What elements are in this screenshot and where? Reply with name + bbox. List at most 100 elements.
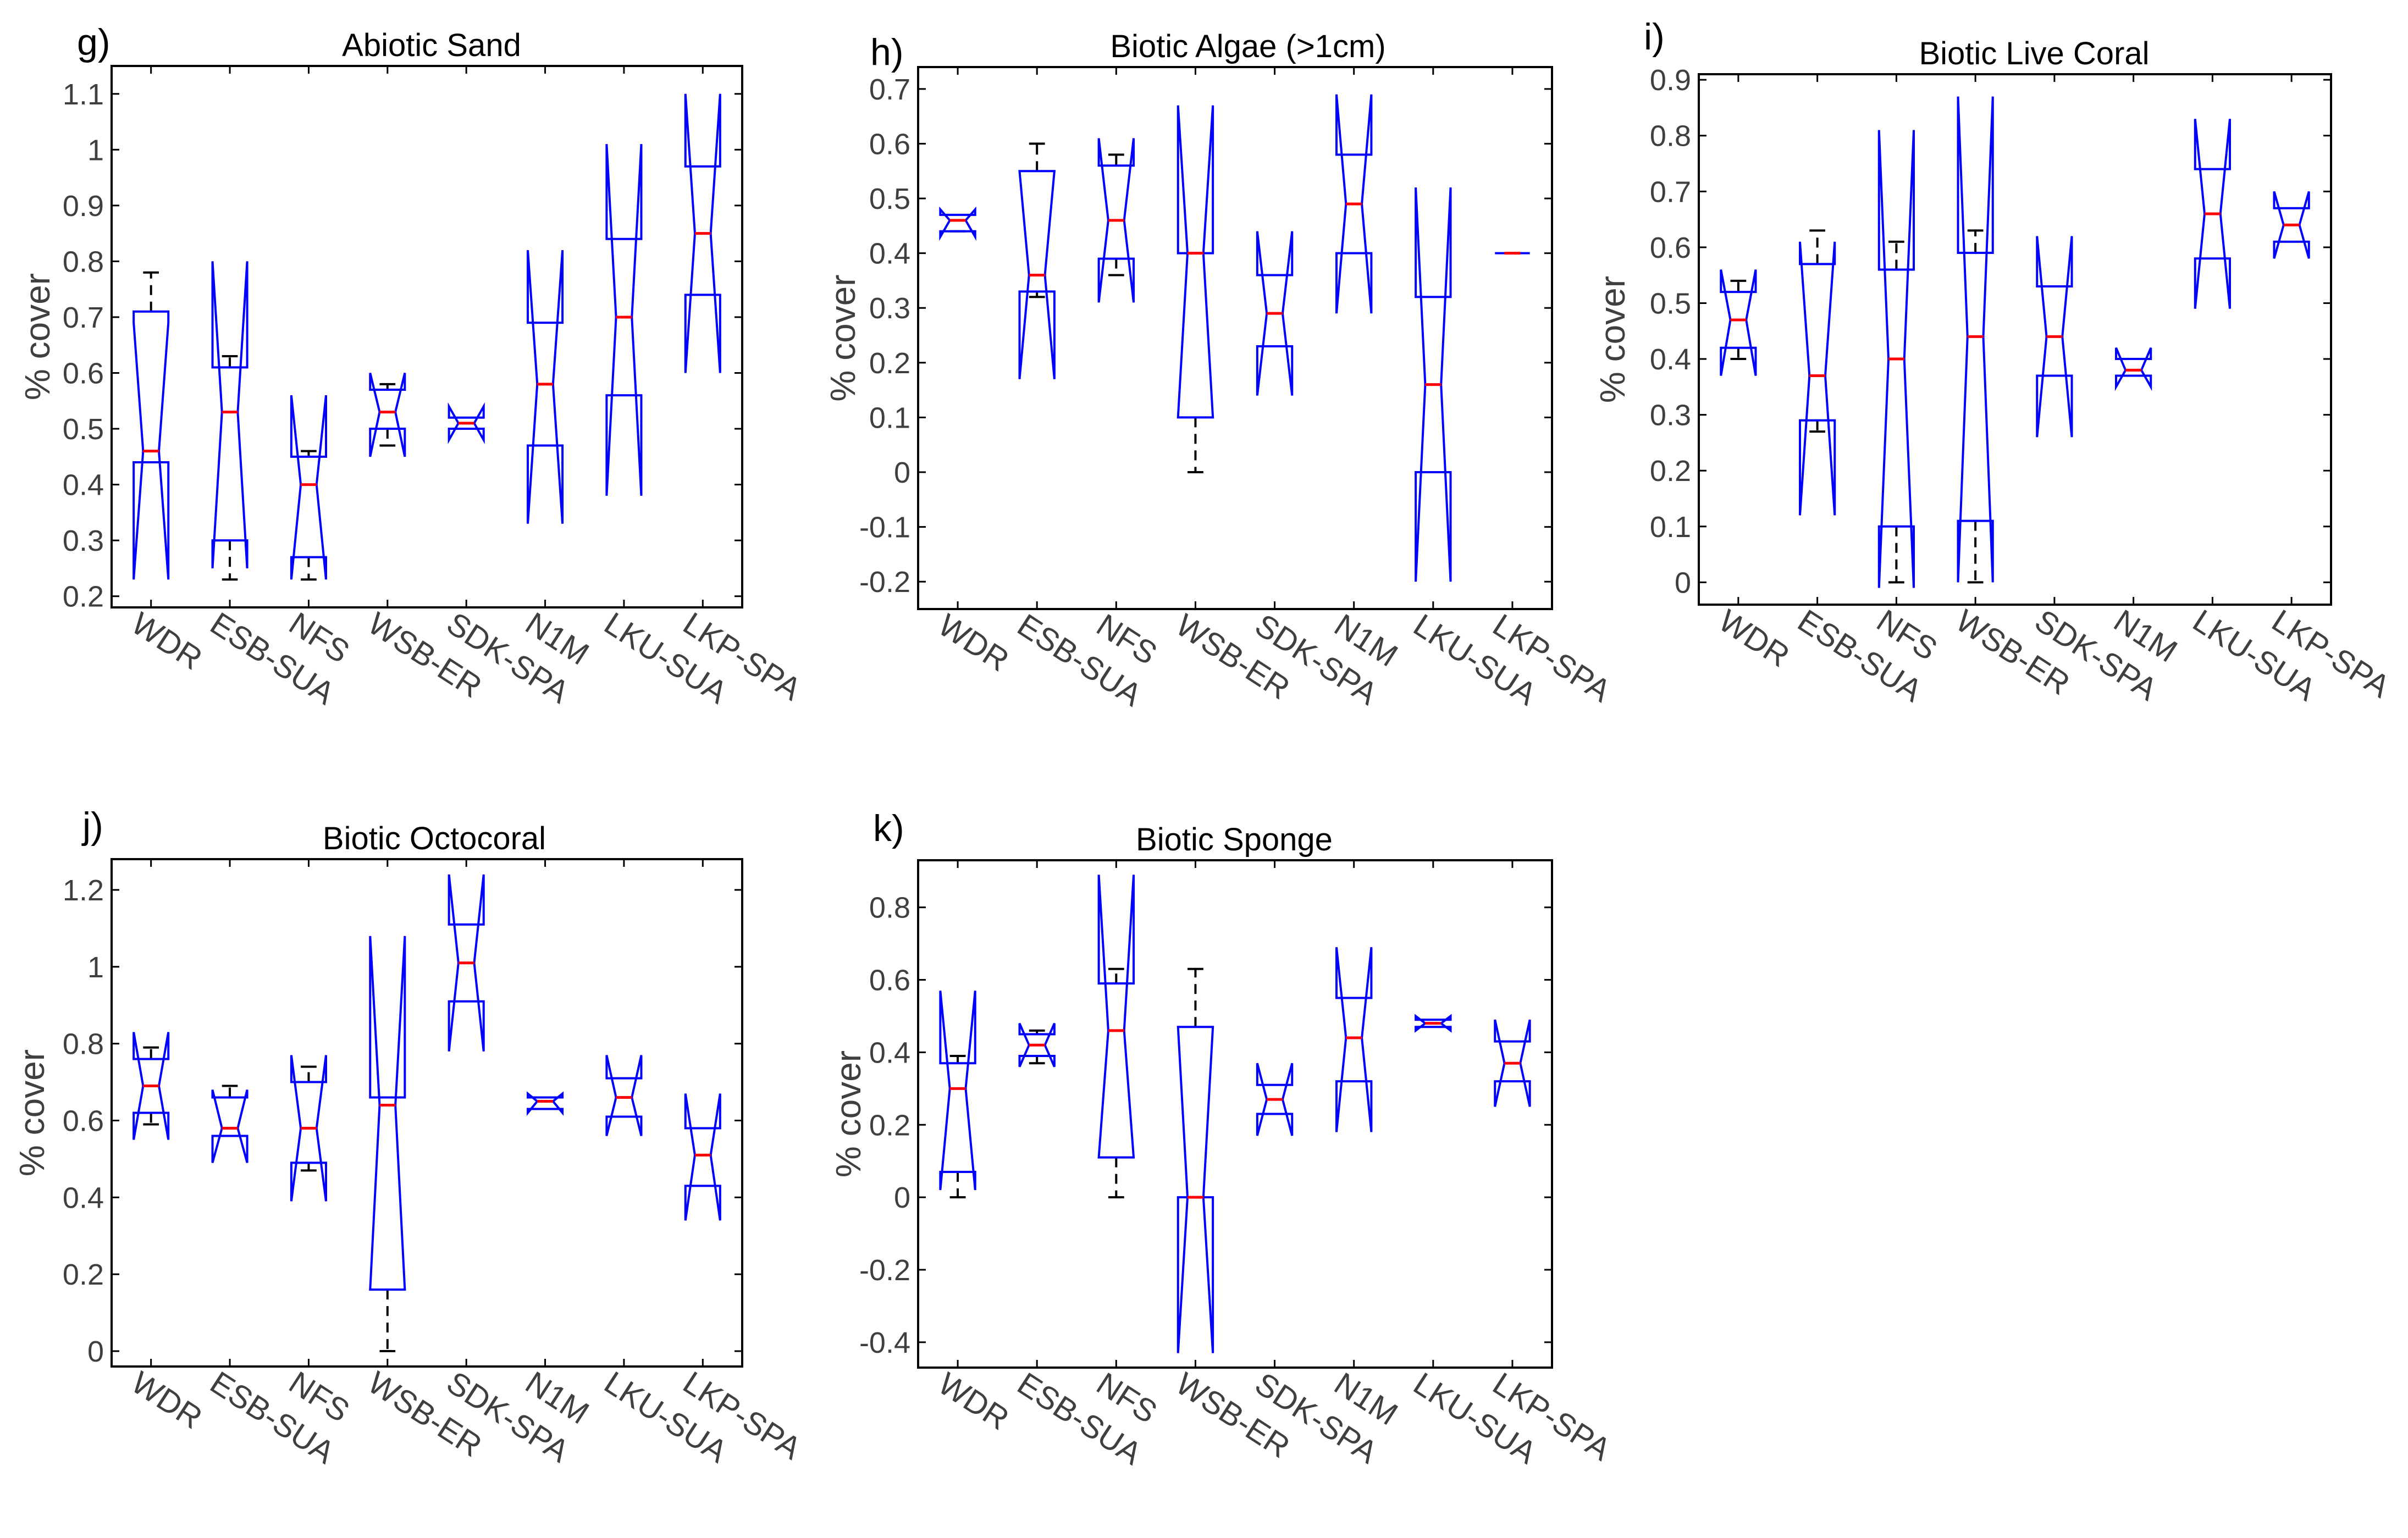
notched-box xyxy=(1415,1014,1452,1033)
panel-label: j) xyxy=(81,805,103,847)
notched-box xyxy=(1957,96,1994,583)
box-lkp-spa xyxy=(1494,1019,1531,1107)
box-lku-sua xyxy=(1415,187,1452,582)
box-nfs xyxy=(1097,138,1135,303)
y-tick-label: 0.4 xyxy=(869,237,910,270)
y-tick-label: 0.5 xyxy=(869,182,910,215)
notched-box xyxy=(1177,1026,1214,1353)
y-axis-label: % cover xyxy=(823,274,863,401)
y-tick-label: 0.6 xyxy=(869,128,910,161)
box-n1m xyxy=(1335,94,1373,314)
axes-frame xyxy=(111,858,743,1368)
notched-box xyxy=(684,93,721,373)
notched-box xyxy=(605,1055,643,1136)
x-category-label: WDR xyxy=(125,605,209,677)
y-axis-label: % cover xyxy=(829,1050,868,1177)
panel-g: g) Abiotic Sand % cover 0.2 0.3 0.4 0.5 0.6 0.7 0… xyxy=(18,21,808,712)
box-esb-sua xyxy=(1799,229,1836,516)
notched-box xyxy=(939,206,976,241)
y-tick-label: 0.4 xyxy=(869,1036,910,1069)
x-category-label: WDR xyxy=(932,607,1015,678)
y-tick-label: 0.6 xyxy=(63,357,104,390)
box-sdk-spa xyxy=(1256,1063,1294,1136)
notched-box xyxy=(448,402,485,444)
y-tick-label: 0.8 xyxy=(63,1028,104,1061)
y-tick-label: 0.6 xyxy=(869,964,910,997)
box-esb-sua xyxy=(1018,142,1056,379)
box-lku-sua xyxy=(605,144,643,496)
y-tick-label: 0.9 xyxy=(1650,64,1691,97)
notched-box xyxy=(605,144,643,496)
panel-k: k) Biotic Sponge % cover -0.4 -0.2 0 0.2 0.4 0.6… xyxy=(829,807,1617,1472)
box-wsb-er xyxy=(1177,105,1214,474)
box-nfs xyxy=(1097,875,1135,1199)
box-n1m xyxy=(527,250,564,524)
notched-box xyxy=(2273,191,2310,259)
box-nfs xyxy=(1877,130,1915,588)
y-axis-label: % cover xyxy=(12,1049,52,1176)
box-wsb-er xyxy=(1957,96,1994,584)
y-tick-label: 0 xyxy=(894,456,910,489)
panel-label: h) xyxy=(870,31,903,73)
panel-i: i) Biotic Live Coral % cover 0 0.1 0.2 0.3 0.4 0… xyxy=(1593,16,2396,709)
chart-title: Biotic Octocoral xyxy=(323,821,546,856)
y-tick-label: 0.2 xyxy=(63,1258,104,1291)
notched-box xyxy=(2194,119,2231,309)
box-sdk-spa xyxy=(1256,231,1294,396)
axes-frame xyxy=(917,66,1553,610)
y-tick-label: 0.5 xyxy=(1650,287,1691,320)
notched-box xyxy=(1720,269,1757,376)
notched-box xyxy=(1799,241,1836,516)
y-tick-label: 1.1 xyxy=(63,78,104,111)
box-wdr xyxy=(132,1032,170,1140)
y-tick-label: 0.8 xyxy=(63,245,104,278)
notched-box xyxy=(1097,138,1135,303)
y-tick-label: 1.2 xyxy=(63,874,104,907)
y-tick-label: 0.7 xyxy=(869,73,910,106)
panel-label: i) xyxy=(1644,16,1665,58)
y-tick-label: 0.4 xyxy=(1650,343,1691,376)
y-tick-label: 0.2 xyxy=(63,580,104,613)
box-wdr xyxy=(132,271,170,580)
box-n1m xyxy=(1335,947,1373,1132)
notched-box xyxy=(132,1032,170,1140)
panel-label: g) xyxy=(77,21,110,63)
notched-box xyxy=(369,373,406,457)
panel-label: k) xyxy=(873,807,904,849)
box-lkp-spa xyxy=(684,93,721,373)
box-lkp-spa xyxy=(2273,191,2310,259)
notched-box xyxy=(1877,130,1915,588)
box-nfs xyxy=(290,395,327,581)
y-axis-label: % cover xyxy=(18,273,57,400)
notched-box xyxy=(132,310,170,580)
box-wdr xyxy=(939,206,976,241)
notched-box xyxy=(1415,187,1452,582)
y-tick-label: 0.8 xyxy=(869,892,910,925)
notched-box xyxy=(527,1091,564,1116)
box-wsb-er xyxy=(1177,967,1214,1353)
y-tick-label: 0.9 xyxy=(63,190,104,223)
y-tick-label: 0 xyxy=(1675,566,1691,599)
chart-title: Abiotic Sand xyxy=(342,27,521,63)
y-tick-label: 0.2 xyxy=(869,347,910,380)
notched-box xyxy=(1494,1019,1531,1107)
box-sdk-spa xyxy=(2036,236,2073,438)
chart-title: Biotic Sponge xyxy=(1136,822,1333,857)
box-wsb-er xyxy=(369,373,406,457)
notched-box xyxy=(211,1089,248,1163)
box-sdk-spa xyxy=(448,874,485,1052)
box-lkp-spa xyxy=(684,1093,721,1221)
y-tick-label: 0.3 xyxy=(869,292,910,325)
chart-title: Biotic Live Coral xyxy=(1919,36,2149,71)
y-tick-label: -0.4 xyxy=(859,1326,910,1359)
axes-frame xyxy=(917,859,1553,1369)
notched-box xyxy=(2036,236,2073,438)
y-tick-label: 0.1 xyxy=(1650,511,1691,544)
chart-title: Biotic Algae (>1cm) xyxy=(1110,29,1385,64)
y-tick-label: 1 xyxy=(87,134,104,167)
y-tick-label: 0.3 xyxy=(63,524,104,557)
panel-h: h) Biotic Algae (>1cm) % cover -0.2 -0.1 0 0.1… xyxy=(823,29,1617,713)
y-tick-label: 0.6 xyxy=(63,1104,104,1137)
box-wdr xyxy=(939,991,976,1199)
